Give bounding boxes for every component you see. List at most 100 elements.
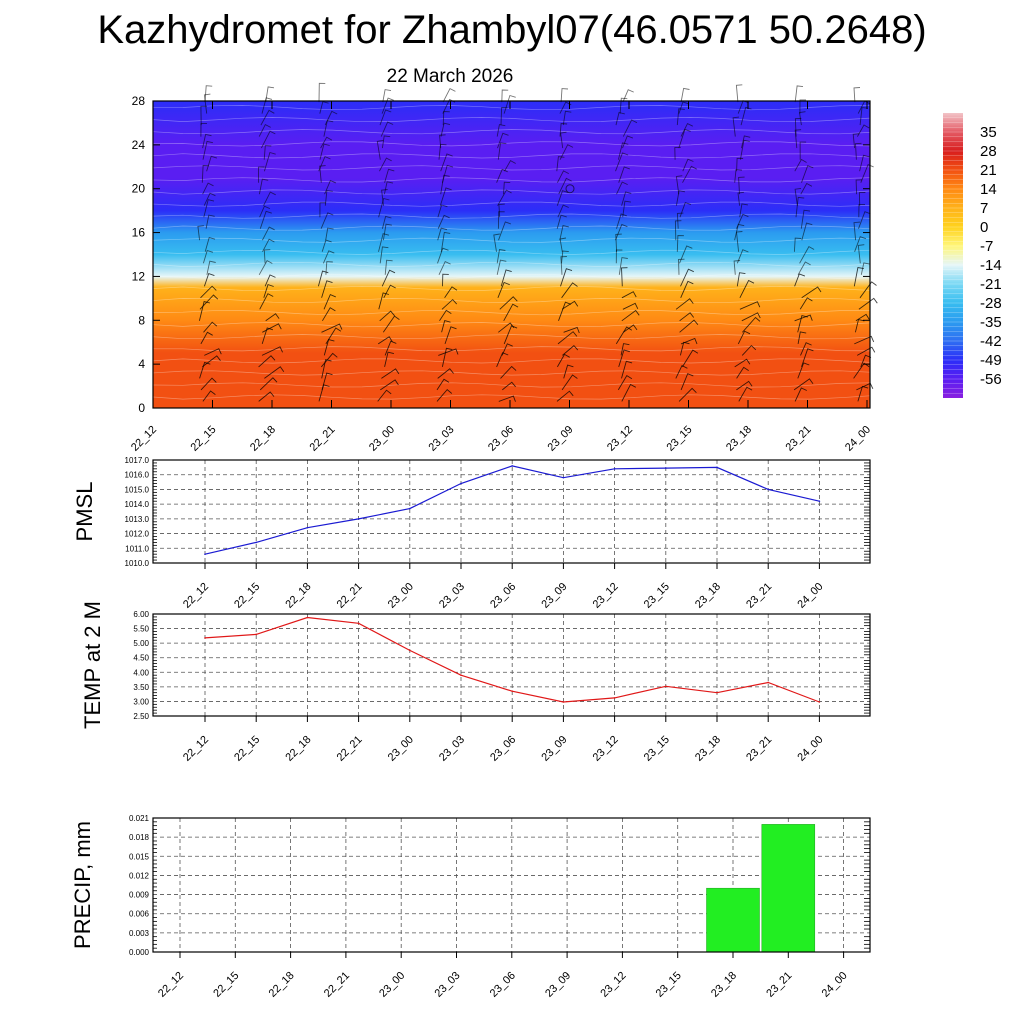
wind-barb <box>797 261 811 276</box>
wind-barb <box>619 97 628 114</box>
wind-barb <box>858 211 871 229</box>
wind-barb <box>263 191 276 206</box>
wind-barb <box>739 139 750 160</box>
wind-barb <box>680 87 690 103</box>
wind-barb <box>557 204 569 218</box>
wind-barb <box>561 250 569 264</box>
chart-subtitle: 22 March 2026 <box>386 66 514 87</box>
wind-barb <box>738 386 753 402</box>
wind-barb <box>378 233 390 252</box>
wind-barb <box>259 293 274 310</box>
y-tick-label: 1017.0 <box>125 456 150 465</box>
wind-barb <box>801 348 814 368</box>
x-tick-label: 23_03 <box>437 581 467 611</box>
contour-line <box>152 129 871 135</box>
wind-barb <box>263 249 271 264</box>
wind-barb <box>379 310 395 322</box>
wind-barb <box>438 348 459 356</box>
wind-barb <box>500 269 512 287</box>
wind-barb <box>384 340 397 356</box>
wind-barb <box>854 236 867 252</box>
wind-barb <box>440 122 451 137</box>
data-point <box>613 468 616 470</box>
y-tick-label: 2.50 <box>133 712 149 721</box>
data-point <box>562 476 565 479</box>
x-tick-label: 24_00 <box>820 970 850 1000</box>
y-tick-label: 20 <box>132 182 146 196</box>
x-tick-label: 23_06 <box>488 970 518 1000</box>
wind-barb <box>381 135 391 149</box>
wind-barb <box>498 395 516 402</box>
wind-barb <box>739 203 748 218</box>
wind-barb <box>441 347 453 367</box>
wind-barb <box>440 174 450 195</box>
wind-barb <box>678 387 697 402</box>
y-tick-label: 0.012 <box>129 871 150 880</box>
wind-barb <box>860 262 870 275</box>
wind-barb <box>617 374 633 391</box>
wind-barb <box>859 281 877 299</box>
wind-barb <box>497 189 512 206</box>
x-tick-label: 23_06 <box>488 734 518 764</box>
y-tick-label: 1014.0 <box>125 500 150 509</box>
wind-barb <box>442 273 449 287</box>
wind-barb <box>321 372 333 391</box>
wind-barb <box>682 158 694 172</box>
y-tick-label: 1016.0 <box>125 471 150 480</box>
temp-panel: 2.50 3.00 3.50 4.00 4.50 5.00 5.50 6.00 22_12 22_… <box>80 601 871 764</box>
wind-barb <box>559 144 574 160</box>
wind-barb <box>615 152 629 172</box>
plot-background <box>153 460 870 563</box>
wind-barb <box>794 314 813 322</box>
wind-barb <box>680 122 693 137</box>
y-tick-label: 0.009 <box>129 891 150 900</box>
y-tick-label: 4.00 <box>133 668 149 677</box>
x-tick-label: 23_09 <box>539 734 569 764</box>
wind-barb <box>199 294 219 310</box>
data-point <box>562 701 565 703</box>
wind-calm-marker <box>565 184 575 194</box>
wind-barb <box>615 223 628 241</box>
wind-barb <box>741 312 761 322</box>
wind-barb <box>203 273 215 287</box>
wind-barb <box>794 129 802 149</box>
contour-line <box>152 310 870 316</box>
wind-barb <box>675 364 688 379</box>
x-tick-label: 22_21 <box>335 734 365 764</box>
contour-line <box>152 177 871 183</box>
wind-barb <box>556 190 569 206</box>
wind-barb <box>622 302 639 310</box>
wind-barb <box>623 324 638 333</box>
wind-barb <box>558 301 572 321</box>
wind-barb <box>380 379 399 391</box>
wind-barb <box>496 168 508 183</box>
wind-barb <box>735 84 743 103</box>
wind-barb <box>378 292 390 310</box>
x-tick-label: 23_00 <box>386 581 416 611</box>
wind-barb <box>793 378 814 391</box>
wind-barb <box>382 223 392 241</box>
wind-barb <box>381 97 394 114</box>
plot-background <box>153 614 870 716</box>
x-tick-label: 23_06 <box>486 424 516 454</box>
wind-barb <box>794 273 806 287</box>
y-tick-label: 5.00 <box>133 639 149 648</box>
wind-barb <box>858 203 865 218</box>
wind-barb <box>800 182 813 195</box>
data-point <box>716 466 718 469</box>
wind-barb <box>199 361 211 379</box>
data-point <box>613 697 616 699</box>
wind-barb <box>258 259 273 276</box>
wind-barb <box>498 322 515 333</box>
y-tick-label: 0.006 <box>129 910 150 919</box>
colorbar-label: -35 <box>980 314 1002 331</box>
wind-barb <box>561 282 578 299</box>
wind-barb <box>498 203 505 218</box>
wind-barb <box>794 387 807 402</box>
wind-barb <box>258 166 265 183</box>
wind-barb <box>616 181 628 195</box>
wind-barb <box>496 124 506 137</box>
x-tick-label: 22_12 <box>181 581 211 611</box>
contour-line <box>152 249 871 255</box>
wind-barb <box>680 337 698 345</box>
